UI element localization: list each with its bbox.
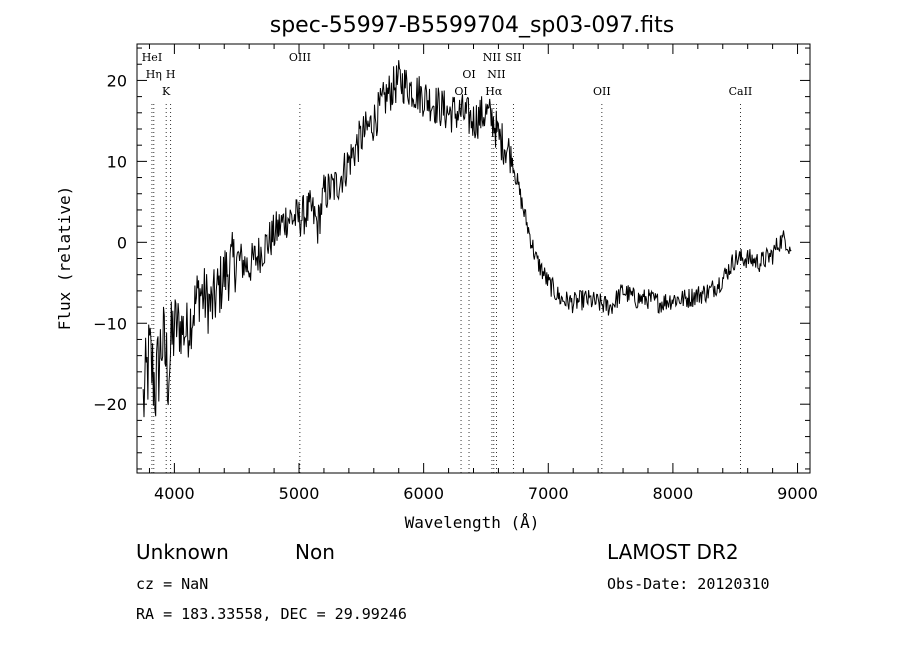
emission-line-label: CaII	[729, 85, 753, 98]
x-tick-label: 5000	[279, 484, 320, 503]
observation-date: Obs-Date: 20120310	[607, 575, 770, 593]
object-class: Unknown	[136, 540, 229, 564]
emission-line-label: OI	[454, 85, 467, 98]
y-tick-label: −20	[93, 395, 127, 414]
y-axis-title: Flux (relative)	[55, 186, 74, 331]
emission-line-label: Hα	[485, 85, 503, 98]
survey-name: LAMOST DR2	[607, 540, 739, 564]
x-tick-label: 7000	[528, 484, 569, 503]
x-tick-label: 9000	[777, 484, 818, 503]
emission-line-label: HeI	[142, 51, 162, 64]
chart-title: spec-55997-B5599704_sp03-097.fits	[270, 13, 675, 38]
emission-line-label: OII	[593, 85, 611, 98]
emission-line-label: K	[162, 85, 171, 98]
object-subclass: Non	[295, 540, 335, 564]
x-axis-title: Wavelength (Å)	[405, 513, 540, 532]
emission-line-label: OIII	[289, 51, 311, 64]
x-tick-label: 6000	[403, 484, 444, 503]
redshift-cz: cz = NaN	[136, 575, 208, 593]
axis-ticks: 4000 5000 6000 7000 8000 9000 −20 −10 0 10 20	[93, 44, 818, 503]
x-tick-label: 4000	[154, 484, 195, 503]
series-layer	[142, 60, 792, 418]
ra-dec-coordinates: RA = 183.33558, DEC = 29.99246	[136, 605, 407, 623]
y-tick-label: 0	[117, 233, 127, 252]
y-tick-label: −10	[93, 314, 127, 333]
emission-line-label: SII	[505, 51, 521, 64]
x-tick-label: 8000	[653, 484, 694, 503]
y-tick-label: 20	[107, 71, 127, 90]
spectrum-line	[142, 60, 792, 418]
y-tick-label: 10	[107, 152, 127, 171]
emission-line-label: OI	[462, 68, 475, 81]
emission-line-label: NII	[487, 68, 505, 81]
emission-line-label: NII	[483, 51, 501, 64]
emission-line-label: Hη	[146, 68, 162, 81]
emission-line-label: H	[166, 68, 176, 81]
